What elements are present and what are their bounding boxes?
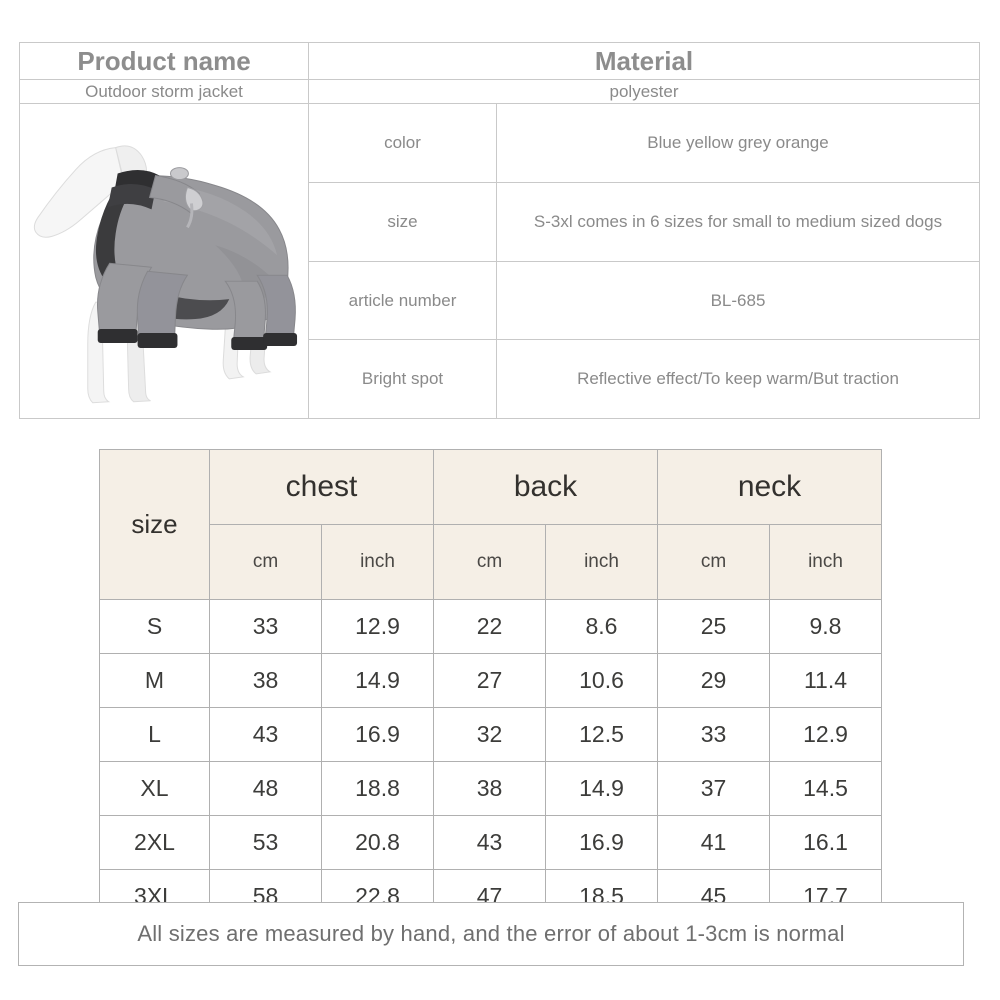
size-chart-unit-neck-inch: inch [769, 524, 882, 600]
size-chart-container: size chest back neck cm inch cm inch cm … [99, 449, 882, 924]
size-cell-neck-inch: 14.5 [769, 761, 882, 816]
table-row: 2XL 53 20.8 43 16.9 41 16.1 [99, 815, 882, 870]
spec-row-size: size S-3xl comes in 6 sizes for small to… [20, 182, 981, 262]
spec-row-color: color Blue yellow grey orange [19, 103, 981, 419]
size-cell-neck-inch: 16.1 [769, 815, 882, 870]
table-row: L 43 16.9 32 12.5 33 12.9 [99, 707, 882, 762]
product-photo-cell [19, 103, 309, 419]
size-chart-unit-header-row: cm inch cm inch cm inch [100, 524, 882, 600]
size-cell-size: XL [99, 761, 210, 816]
size-cell-back-inch: 12.5 [545, 707, 658, 762]
size-chart-unit-back-cm: cm [433, 524, 546, 600]
spec-row-article-number: article number BL-685 [20, 260, 981, 341]
product-spec-table: Product name Material Outdoor storm jack… [19, 41, 981, 419]
size-cell-neck-cm: 41 [657, 815, 770, 870]
size-cell-size: 2XL [99, 815, 210, 870]
spec-header-product-name: Product name [19, 41, 309, 81]
spec-value-color: Blue yellow grey orange [495, 103, 981, 184]
size-cell-chest-inch: 18.8 [321, 761, 434, 816]
dog-mannequin-illustration [20, 126, 308, 404]
size-chart-corner-label: size [99, 449, 210, 600]
spec-label-size: size [308, 182, 497, 262]
size-cell-neck-cm: 33 [657, 707, 770, 762]
size-chart-body: S 33 12.9 22 8.6 25 9.8 M 38 14.9 27 10.… [99, 599, 882, 924]
size-cell-chest-inch: 14.9 [321, 653, 434, 708]
spec-label-article-number: article number [308, 260, 497, 341]
size-chart-group-header-row: size chest back neck [99, 449, 882, 600]
spec-header-row: Product name Material [19, 41, 981, 81]
size-cell-back-inch: 14.9 [545, 761, 658, 816]
size-cell-back-inch: 8.6 [545, 599, 658, 654]
spec-header-material: Material [307, 41, 981, 81]
size-cell-neck-inch: 9.8 [769, 599, 882, 654]
spec-material-value: polyester [307, 79, 981, 105]
size-chart-table: size chest back neck cm inch cm inch cm … [99, 449, 882, 924]
size-cell-back-inch: 16.9 [545, 815, 658, 870]
size-cell-chest-cm: 38 [209, 653, 322, 708]
size-cell-size: S [99, 599, 210, 654]
table-row: XL 48 18.8 38 14.9 37 14.5 [99, 761, 882, 816]
table-row: M 38 14.9 27 10.6 29 11.4 [99, 653, 882, 708]
size-chart-group-back: back [433, 449, 658, 525]
spec-product-name-value: Outdoor storm jacket [19, 79, 309, 105]
size-cell-neck-inch: 11.4 [769, 653, 882, 708]
size-chart-group-chest: chest [209, 449, 434, 525]
table-row: S 33 12.9 22 8.6 25 9.8 [99, 599, 882, 654]
spec-value-row: Outdoor storm jacket polyester [19, 79, 981, 105]
size-chart-group-neck: neck [657, 449, 882, 525]
spec-value-bright-spot: Reflective effect/To keep warm/But tract… [495, 339, 981, 419]
size-chart-unit-back-inch: inch [545, 524, 658, 600]
size-cell-neck-inch: 12.9 [769, 707, 882, 762]
size-cell-chest-cm: 33 [209, 599, 322, 654]
measurement-note-box: All sizes are measured by hand, and the … [18, 902, 964, 966]
size-chart-unit-chest-cm: cm [209, 524, 322, 600]
size-cell-size: L [99, 707, 210, 762]
size-cell-chest-inch: 12.9 [321, 599, 434, 654]
size-cell-back-cm: 32 [433, 707, 546, 762]
size-cell-chest-cm: 53 [209, 815, 322, 870]
size-cell-neck-cm: 29 [657, 653, 770, 708]
size-chart-unit-chest-inch: inch [321, 524, 434, 600]
size-cell-neck-cm: 25 [657, 599, 770, 654]
size-cell-back-cm: 43 [433, 815, 546, 870]
size-cell-neck-cm: 37 [657, 761, 770, 816]
spec-row-bright-spot: Bright spot Reflective effect/To keep wa… [20, 339, 981, 419]
size-cell-back-inch: 10.6 [545, 653, 658, 708]
product-photo [20, 104, 308, 418]
size-cell-chest-inch: 16.9 [321, 707, 434, 762]
spec-value-article-number: BL-685 [495, 260, 981, 341]
size-chart-unit-neck-cm: cm [657, 524, 770, 600]
spec-label-color: color [308, 103, 497, 184]
spec-value-size: S-3xl comes in 6 sizes for small to medi… [495, 182, 981, 262]
size-cell-back-cm: 22 [433, 599, 546, 654]
size-cell-chest-cm: 48 [209, 761, 322, 816]
size-cell-size: M [99, 653, 210, 708]
spec-label-bright-spot: Bright spot [308, 339, 497, 419]
size-cell-chest-inch: 20.8 [321, 815, 434, 870]
measurement-note-text: All sizes are measured by hand, and the … [137, 921, 845, 946]
size-cell-back-cm: 38 [433, 761, 546, 816]
size-cell-back-cm: 27 [433, 653, 546, 708]
size-cell-chest-cm: 43 [209, 707, 322, 762]
product-spec-table-container: Product name Material Outdoor storm jack… [19, 41, 981, 419]
